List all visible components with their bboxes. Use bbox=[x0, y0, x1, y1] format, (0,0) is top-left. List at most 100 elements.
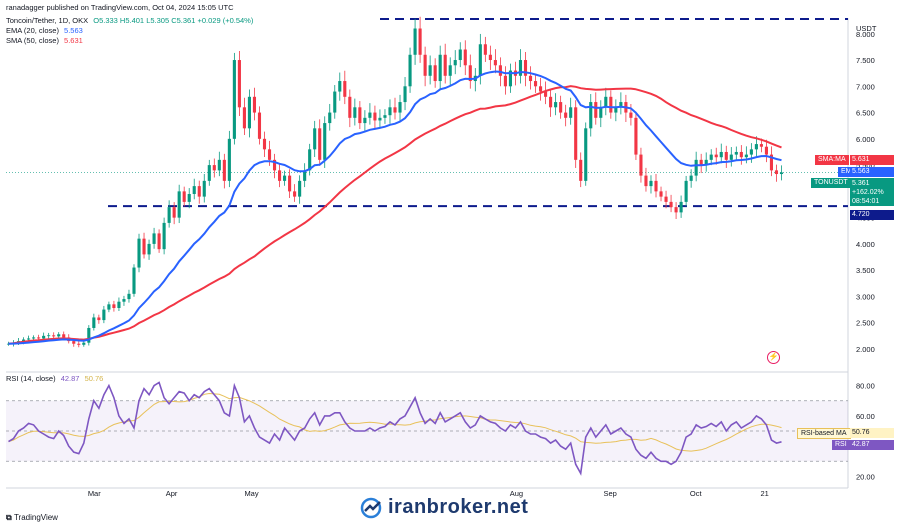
publisher-line: ranadagger published on TradingView.com,… bbox=[6, 3, 234, 12]
candle-body bbox=[82, 342, 86, 345]
candle-body bbox=[22, 339, 26, 342]
candle-body bbox=[654, 180, 658, 192]
rsi-tag-value: 42.87 bbox=[850, 440, 894, 450]
candle-body bbox=[523, 60, 528, 76]
candle-body bbox=[147, 243, 151, 255]
candle-body bbox=[448, 65, 452, 76]
sma-value: 5.631 bbox=[64, 36, 83, 45]
legend-sma: SMA (50, close) 5.631 bbox=[6, 36, 86, 46]
candle-body bbox=[649, 180, 653, 187]
candle-body bbox=[744, 154, 748, 158]
candle-body bbox=[453, 60, 457, 66]
legend-rsi: RSI (14, close) 42.87 50.76 bbox=[6, 374, 106, 384]
ema-tag-value: 5.563 bbox=[850, 167, 894, 177]
candle-body bbox=[503, 75, 507, 87]
candle-body bbox=[47, 335, 51, 337]
price-tick-label: 6.500 bbox=[856, 109, 875, 118]
ticker-price: 5.361 bbox=[852, 180, 870, 187]
legend-main: Toncoin/Tether, 1D, OKX O5.333 H5.401 L5… bbox=[6, 16, 256, 26]
rsi-ma-tag-name: RSI-based MA bbox=[797, 428, 851, 439]
candle-body bbox=[257, 112, 262, 139]
candle-body bbox=[313, 128, 317, 150]
candle-body bbox=[724, 151, 728, 160]
candle-body bbox=[418, 28, 422, 55]
candle-body bbox=[97, 317, 101, 321]
candle-body bbox=[192, 186, 196, 194]
time-tick-label: Sep bbox=[604, 489, 617, 498]
candle-body bbox=[549, 96, 553, 108]
price-tick-label: 2.000 bbox=[856, 345, 875, 354]
candle-body bbox=[232, 60, 236, 139]
candle-body bbox=[222, 159, 226, 181]
candle-body bbox=[463, 49, 467, 66]
ticker-tag-box: 5.361 +162.02% 08:54:01 bbox=[850, 178, 894, 206]
tradingview-label: TradingView bbox=[13, 513, 58, 522]
candle-body bbox=[569, 107, 573, 118]
candle-body bbox=[629, 112, 633, 118]
price-tick-label: 7.000 bbox=[856, 82, 875, 91]
candle-body bbox=[388, 107, 392, 116]
candle-body bbox=[378, 117, 382, 121]
candle-body bbox=[242, 107, 246, 129]
candle-body bbox=[408, 54, 412, 87]
candle-body bbox=[539, 86, 543, 92]
price-tick-label: 6.000 bbox=[856, 135, 875, 144]
candle-body bbox=[247, 96, 251, 129]
candle-body bbox=[533, 81, 538, 87]
candle-body bbox=[639, 154, 643, 176]
tradingview-footer[interactable]: ⧉ TradingView bbox=[6, 513, 58, 523]
candle-body bbox=[714, 154, 718, 158]
candle-body bbox=[162, 222, 166, 250]
sma-label: SMA (50, close) bbox=[6, 36, 59, 45]
candle-body bbox=[483, 44, 487, 55]
candle-body bbox=[599, 107, 603, 118]
candle-body bbox=[37, 337, 41, 339]
candle-body bbox=[694, 159, 698, 176]
candle-body bbox=[343, 81, 347, 97]
ema-20-line bbox=[8, 70, 782, 345]
rsi-label: RSI (14, close) bbox=[6, 374, 56, 383]
candle-body bbox=[207, 165, 211, 181]
candle-body bbox=[398, 102, 402, 113]
candle-body bbox=[293, 191, 297, 197]
candle-body bbox=[127, 293, 131, 300]
candle-body bbox=[508, 70, 513, 87]
time-tick-label: Aug bbox=[510, 489, 523, 498]
time-tick-label: May bbox=[244, 489, 258, 498]
candle-body bbox=[308, 149, 312, 171]
candle-body bbox=[373, 112, 377, 121]
candle-body bbox=[323, 123, 327, 160]
candle-body bbox=[318, 128, 322, 160]
candle-body bbox=[769, 154, 774, 171]
candle-body bbox=[433, 65, 437, 82]
candle-body bbox=[167, 207, 171, 223]
events-lightning-icon[interactable]: ⚡ bbox=[767, 351, 780, 364]
candle-body bbox=[619, 102, 623, 108]
candle-body bbox=[303, 170, 307, 181]
candle-body bbox=[443, 54, 447, 76]
time-tick-label: Apr bbox=[166, 489, 178, 498]
rsi-tag-name: RSI bbox=[832, 440, 850, 450]
candle-body bbox=[584, 128, 588, 181]
sma-tag-name: SMA:MA bbox=[815, 155, 849, 165]
candle-body bbox=[478, 44, 482, 76]
support-tag: 4.720 bbox=[850, 210, 894, 220]
candle-body bbox=[729, 154, 733, 160]
candle-body bbox=[353, 107, 357, 118]
candle-body bbox=[27, 338, 31, 340]
candle-body bbox=[669, 201, 673, 208]
candle-body bbox=[87, 327, 91, 343]
price-tick-label: 7.500 bbox=[856, 56, 875, 65]
candle-body bbox=[267, 149, 272, 160]
price-tick-label: 3.500 bbox=[856, 266, 875, 275]
candle-body bbox=[32, 337, 36, 339]
time-tick-label: Oct bbox=[690, 489, 703, 498]
candle-body bbox=[77, 343, 81, 345]
candle-body bbox=[528, 75, 533, 82]
currency-label[interactable]: USDT bbox=[856, 24, 877, 33]
candle-body bbox=[674, 207, 678, 213]
candle-body bbox=[498, 65, 502, 76]
pair-label: Toncoin/Tether, 1D, OKX bbox=[6, 16, 89, 25]
candle-body bbox=[227, 138, 231, 181]
